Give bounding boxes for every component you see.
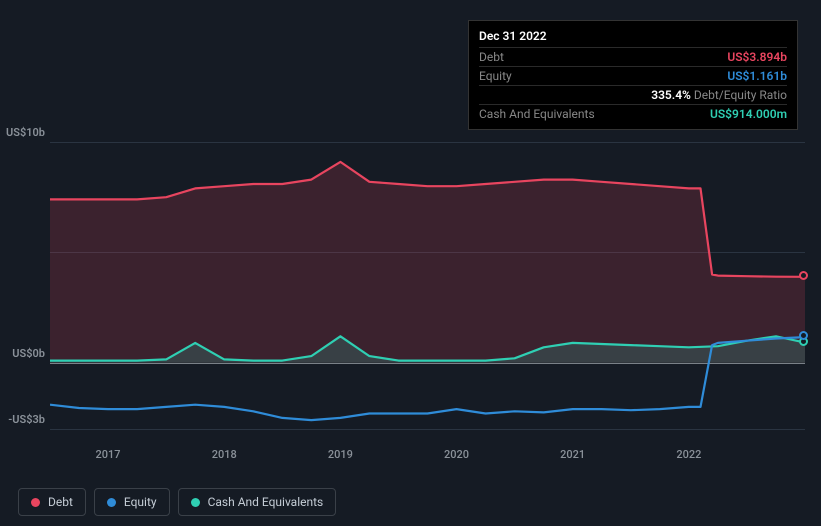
legend-label: Equity: [124, 495, 157, 509]
chart-legend: Debt Equity Cash And Equivalents: [18, 488, 336, 516]
legend-item[interactable]: Equity: [94, 488, 170, 516]
chart-tooltip: Dec 31 2022 Debt US$3.894b Equity US$1.161b…: [468, 20, 798, 130]
legend-dot-icon: [107, 498, 116, 507]
tooltip-row-value: US$3.894b: [727, 50, 787, 64]
legend-label: Cash And Equivalents: [208, 495, 324, 509]
legend-item[interactable]: Debt: [18, 488, 86, 516]
financials-chart: US$10bUS$0b-US$3b 2017201820192020202120…: [15, 120, 805, 460]
x-axis-label: 2017: [78, 448, 138, 461]
tooltip-row: Equity US$1.161b: [479, 66, 787, 85]
tooltip-row-value: 335.4% Debt/Equity Ratio: [651, 88, 787, 102]
tooltip-row: Debt US$3.894b: [479, 47, 787, 66]
tooltip-row: 335.4% Debt/Equity Ratio: [479, 85, 787, 104]
legend-item[interactable]: Cash And Equivalents: [178, 488, 337, 516]
series-end-marker: [799, 271, 808, 280]
tooltip-row-label: Debt: [479, 50, 504, 64]
legend-label: Debt: [48, 495, 73, 509]
tooltip-row-label: Cash And Equivalents: [479, 107, 595, 121]
chart-canvas: [50, 120, 805, 440]
y-axis-label: -US$3b: [0, 413, 45, 426]
y-axis-label: US$0b: [0, 347, 45, 360]
x-axis-label: 2019: [310, 448, 370, 461]
x-axis-label: 2022: [659, 448, 719, 461]
y-axis-label: US$10b: [0, 126, 45, 139]
x-axis-label: 2018: [194, 448, 254, 461]
x-axis-label: 2021: [543, 448, 603, 461]
tooltip-row-label: Equity: [479, 69, 512, 83]
x-axis-label: 2020: [427, 448, 487, 461]
tooltip-row-value: US$1.161b: [727, 69, 787, 83]
series-fill: [50, 162, 805, 363]
tooltip-date: Dec 31 2022: [479, 27, 787, 47]
legend-dot-icon: [31, 498, 40, 507]
legend-dot-icon: [191, 498, 200, 507]
tooltip-row-value: US$914.000m: [710, 107, 787, 121]
